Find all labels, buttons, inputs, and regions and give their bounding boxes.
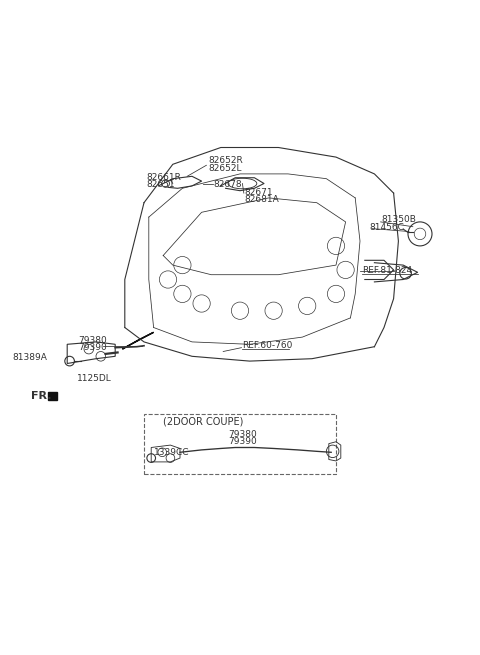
Bar — [48, 392, 57, 400]
Text: 82652L: 82652L — [209, 164, 242, 173]
Text: 1339CC: 1339CC — [154, 448, 189, 457]
Text: REF.81-824: REF.81-824 — [362, 267, 412, 275]
Text: 82661R: 82661R — [146, 173, 181, 181]
Text: 82678: 82678 — [214, 180, 242, 189]
Text: 79390: 79390 — [78, 343, 107, 352]
Text: 81350B: 81350B — [382, 215, 417, 224]
Text: 82681A: 82681A — [245, 195, 279, 204]
Text: 81389A: 81389A — [12, 353, 47, 362]
Text: REF.60-760: REF.60-760 — [242, 341, 293, 350]
Text: 79380: 79380 — [78, 336, 107, 345]
Text: 82651: 82651 — [146, 180, 175, 189]
Text: 79390: 79390 — [228, 437, 257, 446]
Text: 82652R: 82652R — [209, 156, 243, 165]
Text: (2DOOR COUPE): (2DOOR COUPE) — [163, 417, 243, 426]
Polygon shape — [122, 332, 154, 349]
Text: 81456C: 81456C — [370, 223, 405, 232]
Text: 79380: 79380 — [228, 430, 257, 439]
Text: FR.: FR. — [31, 390, 52, 401]
Text: 82671: 82671 — [245, 187, 274, 196]
Text: 1125DL: 1125DL — [77, 375, 111, 383]
